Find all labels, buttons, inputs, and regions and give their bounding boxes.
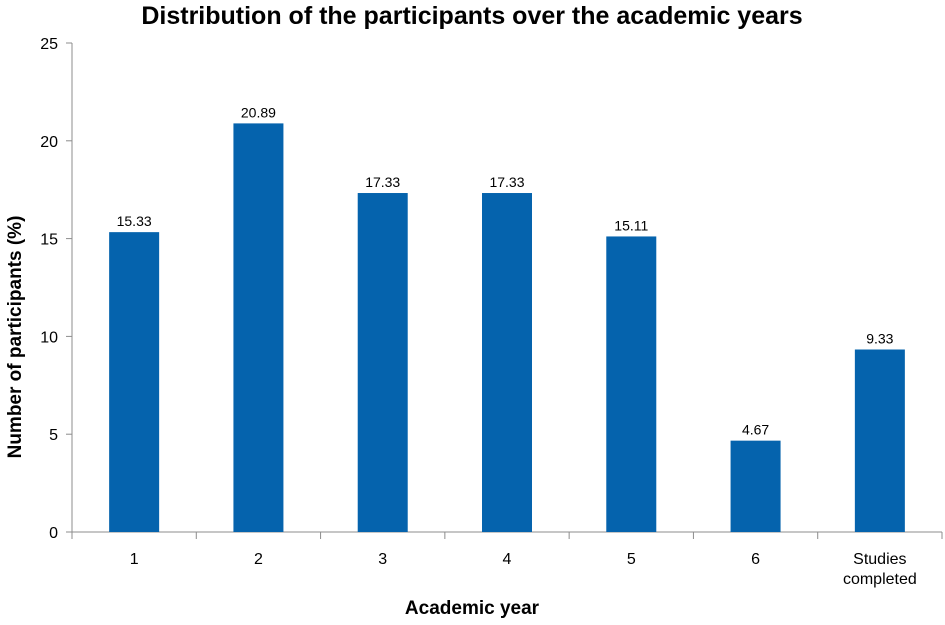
data-label: 20.89 bbox=[241, 104, 276, 120]
y-tick-label: 25 bbox=[40, 36, 58, 53]
x-tick-label: Studies bbox=[853, 551, 906, 568]
y-tick-label: 15 bbox=[40, 232, 58, 249]
data-label: 9.33 bbox=[866, 331, 893, 347]
x-tick-label: completed bbox=[843, 571, 917, 588]
y-tick-label: 20 bbox=[40, 134, 58, 151]
x-axis-title: Academic year bbox=[405, 598, 540, 619]
data-label: 15.33 bbox=[117, 213, 152, 229]
x-tick-label: 2 bbox=[254, 551, 263, 568]
bar bbox=[357, 193, 408, 532]
x-tick-label: 4 bbox=[503, 551, 512, 568]
x-tick-label: 5 bbox=[627, 551, 636, 568]
y-tick-label: 5 bbox=[49, 427, 58, 444]
labels-layer: 15.33 1 20.89 2 17.33 3 17.33 4 15.11 5 4.67 6 9.33 S… bbox=[117, 104, 917, 588]
y-axis-title: Number of participants (%) bbox=[5, 216, 26, 459]
bar bbox=[854, 349, 905, 532]
x-tick-label: 1 bbox=[130, 551, 139, 568]
bar bbox=[606, 236, 657, 532]
data-label: 17.33 bbox=[365, 174, 400, 190]
bar bbox=[730, 440, 781, 532]
data-label: 15.11 bbox=[614, 217, 648, 233]
bar bbox=[482, 193, 532, 532]
x-tick-label: 6 bbox=[751, 551, 760, 568]
y-tick-label: 10 bbox=[40, 329, 58, 346]
bar bbox=[233, 123, 284, 532]
data-label: 17.33 bbox=[489, 174, 524, 190]
x-tick-label: 3 bbox=[378, 551, 387, 568]
data-label: 4.67 bbox=[742, 422, 769, 438]
axes-layer: 0 5 10 15 20 25 bbox=[40, 36, 943, 542]
chart-title: Distribution of the participants over th… bbox=[141, 2, 802, 30]
bar bbox=[109, 232, 160, 532]
y-tick-label: 0 bbox=[49, 525, 58, 542]
bars-layer bbox=[109, 123, 905, 532]
